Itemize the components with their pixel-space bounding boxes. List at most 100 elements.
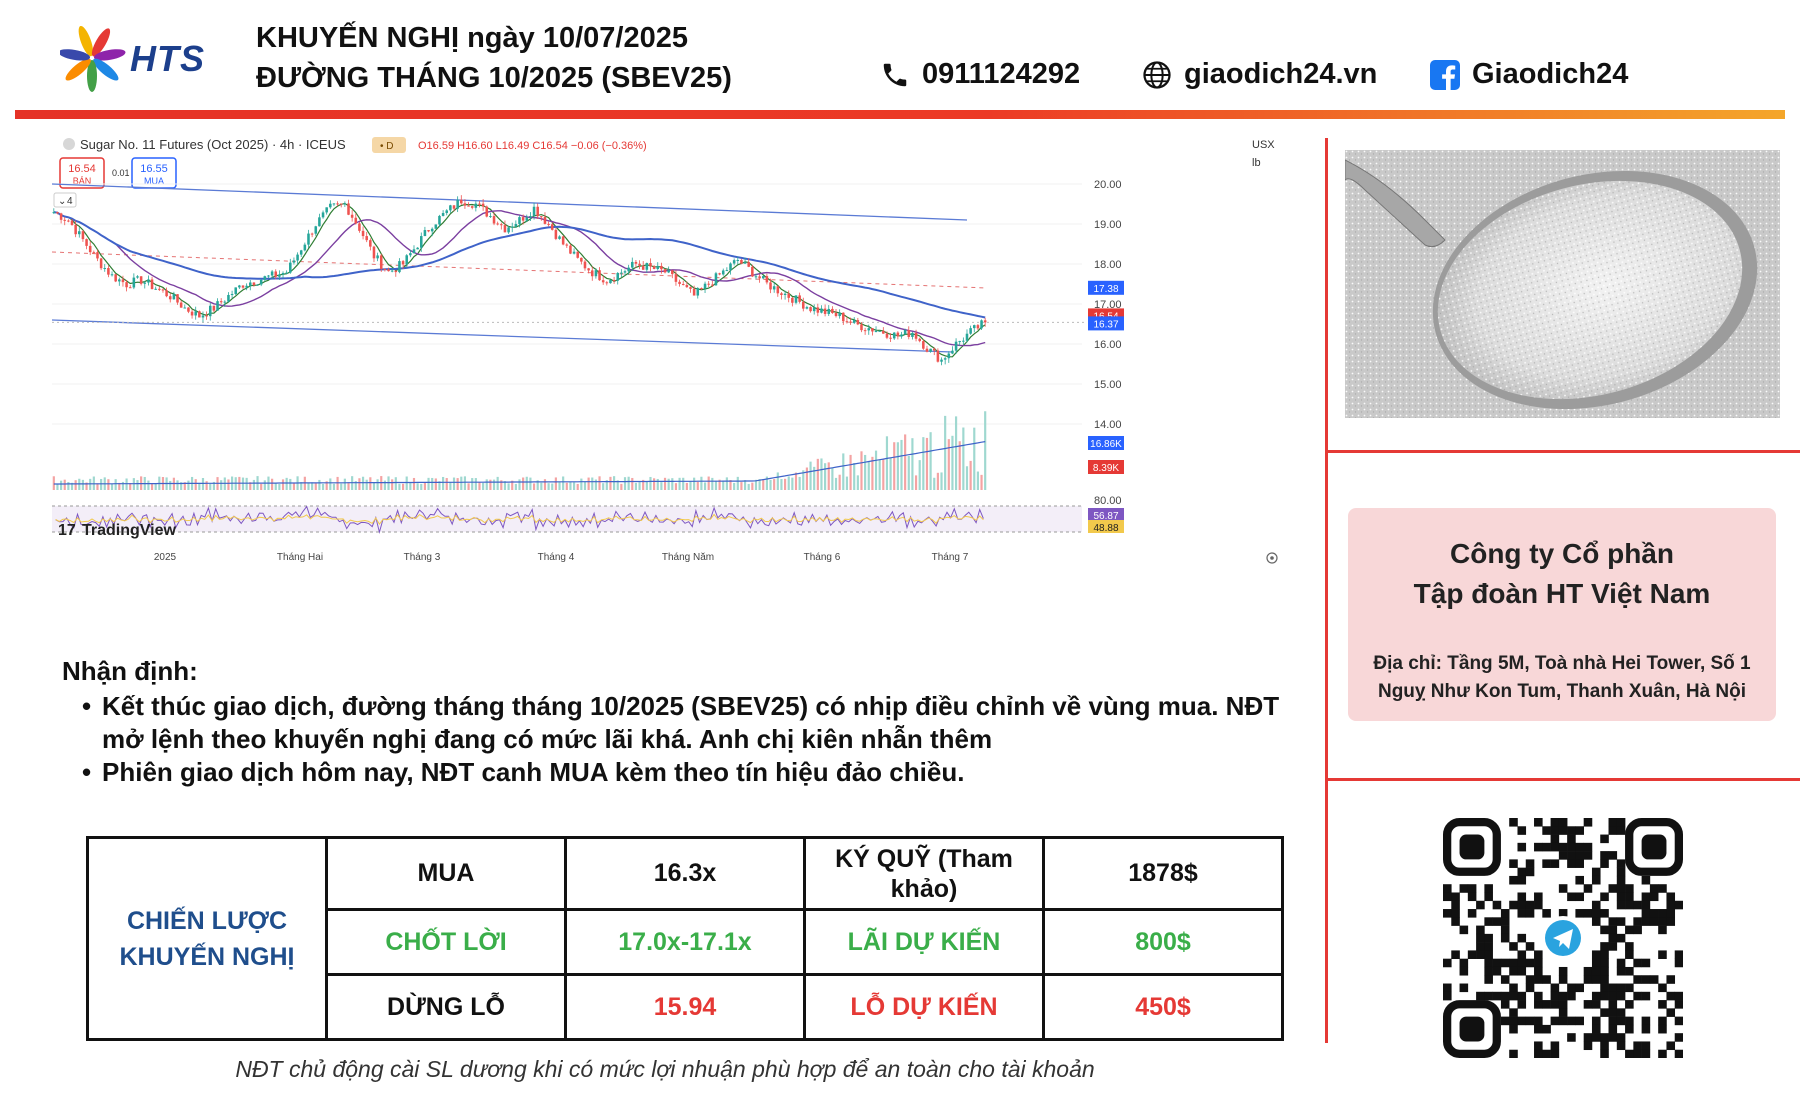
candle-body [634, 261, 638, 264]
qr-module [1534, 1049, 1543, 1058]
qr-module [1608, 1024, 1618, 1034]
qr-module [1591, 975, 1601, 984]
qr-module [1467, 884, 1477, 893]
qr-module [1625, 966, 1634, 976]
contact-website[interactable]: giaodich24.vn [1142, 58, 1377, 91]
qr-module [1649, 892, 1659, 902]
contact-facebook[interactable]: Giaodich24 [1430, 58, 1628, 91]
qr-module [1525, 867, 1535, 877]
qr-module [1534, 900, 1543, 910]
qr-module [1534, 991, 1543, 1001]
qr-module [1616, 1016, 1626, 1026]
candle-body [216, 301, 219, 311]
contact-phone[interactable]: 0911124292 [880, 58, 1080, 91]
qr-module [1591, 1033, 1601, 1042]
volume-tag-label: 8.39K [1093, 463, 1119, 474]
cell-expected-profit-value: 800$ [1042, 908, 1284, 976]
qr-module [1600, 909, 1609, 918]
qr-module [1616, 826, 1626, 835]
qr-module [1591, 966, 1601, 976]
candle-body [314, 226, 318, 234]
qr-module [1583, 1033, 1593, 1042]
candle-body [81, 231, 85, 240]
qr-module [1459, 966, 1469, 976]
candle-body [223, 301, 227, 303]
candle-body [882, 330, 885, 334]
qr-module [1641, 1049, 1651, 1058]
qr-module [1658, 925, 1667, 935]
qr-module [1517, 966, 1527, 976]
qr-module [1591, 950, 1601, 959]
qr-module [1666, 917, 1676, 926]
qr-module [1509, 958, 1518, 968]
qr-finder [1625, 818, 1683, 876]
candle-body [543, 216, 547, 224]
candle-body [139, 276, 143, 284]
qr-module [1558, 1016, 1568, 1026]
candle-body [711, 284, 714, 286]
candle-body [281, 273, 285, 275]
qr-module [1641, 917, 1651, 926]
qr-module [1608, 933, 1618, 943]
currency-label[interactable]: USX [1252, 139, 1275, 151]
candle-body [849, 321, 852, 323]
candle-body [831, 308, 834, 314]
qr-module [1484, 917, 1493, 926]
candle-body [867, 328, 871, 331]
spread-label: 0.01 [112, 168, 130, 178]
candle-body [329, 203, 332, 208]
candle-body [194, 311, 197, 316]
qr-module [1616, 1008, 1626, 1017]
candle-body [470, 206, 474, 208]
tradingview-logo-icon: 17 [58, 522, 76, 539]
qr-module [1616, 867, 1626, 877]
candle-body [347, 203, 350, 215]
qr-module [1600, 991, 1609, 1001]
qr-module [1575, 851, 1584, 860]
candle-body [740, 259, 743, 264]
qr-module [1600, 925, 1609, 935]
qr-module [1600, 1008, 1609, 1017]
candle-body [503, 225, 507, 233]
candle-body [296, 254, 299, 261]
qr-module [1517, 842, 1527, 852]
qr-module [1583, 842, 1593, 852]
price-tag [1088, 316, 1124, 331]
qr-code-icon[interactable] [1443, 818, 1683, 1058]
qr-module [1484, 933, 1493, 943]
settings-icon[interactable] [1266, 552, 1278, 564]
qr-module [1658, 1024, 1667, 1034]
qr-module [1443, 991, 1452, 1001]
qr-module [1658, 917, 1667, 926]
candle-body [201, 315, 205, 318]
qr-module [1608, 942, 1618, 951]
qr-module [1525, 958, 1535, 968]
qr-module [1558, 1000, 1568, 1009]
candle-body [492, 216, 496, 224]
chart-title: Sugar No. 11 Futures (Oct 2025) · 4h · I… [80, 137, 346, 152]
candle-body [299, 250, 303, 255]
qr-module [1608, 991, 1618, 1001]
qr-module [1633, 1049, 1642, 1058]
channel-lower [52, 319, 953, 353]
candle-body [536, 206, 539, 217]
qr-module [1600, 950, 1609, 959]
candle-body [405, 255, 408, 265]
qr-module [1591, 958, 1601, 968]
company-name: Công ty Cổ phần [1450, 538, 1674, 569]
indicator-count[interactable]: 4 [67, 196, 73, 207]
qr-module [1534, 950, 1543, 959]
candle-body [965, 333, 969, 341]
qr-module [1567, 1016, 1576, 1026]
candle-body [932, 348, 936, 351]
qr-module [1476, 933, 1485, 943]
candle-body [871, 328, 874, 332]
candle-body [172, 294, 176, 300]
sell-box[interactable] [59, 157, 105, 189]
qr-module [1616, 966, 1626, 976]
qr-module [1484, 958, 1493, 968]
candle-body [92, 252, 96, 254]
candle-body [780, 293, 783, 295]
candlesticks [52, 195, 987, 366]
unit-label[interactable]: lb [1252, 157, 1261, 169]
